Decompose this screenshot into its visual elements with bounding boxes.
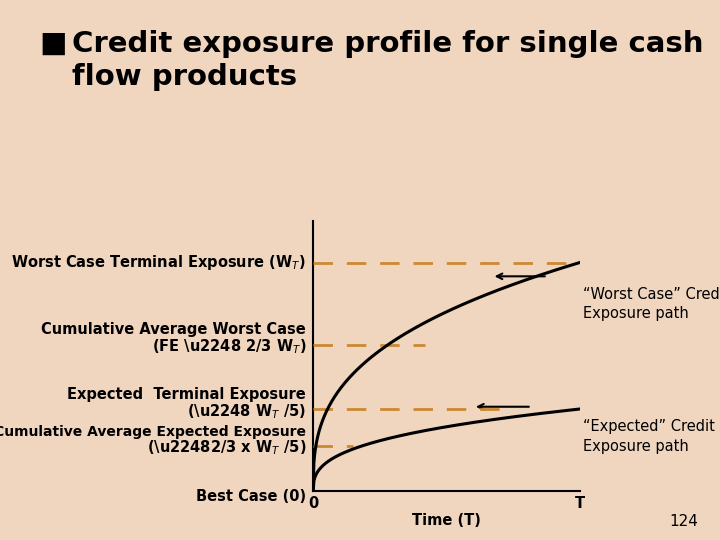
Text: “Worst Case” Credit
Exposure path: “Worst Case” Credit Exposure path: [583, 287, 720, 321]
Text: Expected  Terminal Exposure: Expected Terminal Exposure: [67, 388, 306, 402]
Text: Credit exposure profile for single cash
flow products: Credit exposure profile for single cash …: [72, 30, 703, 91]
Text: (\u2248 W$_T$ /5): (\u2248 W$_T$ /5): [186, 402, 306, 421]
Text: (FE \u2248 2/3 W$_T$): (FE \u2248 2/3 W$_T$): [151, 338, 306, 356]
Text: 124: 124: [670, 514, 698, 529]
Text: “Expected” Credit
Exposure path: “Expected” Credit Exposure path: [583, 420, 715, 454]
Text: Worst Case Terminal Exposure (W$_T$): Worst Case Terminal Exposure (W$_T$): [12, 253, 306, 272]
Text: ■: ■: [40, 30, 67, 58]
Text: Best Case (0): Best Case (0): [196, 489, 306, 504]
Text: Cumulative Average Expected Exposure: Cumulative Average Expected Exposure: [0, 424, 306, 438]
Text: Time (T): Time (T): [412, 513, 481, 528]
Text: Cumulative Average Worst Case: Cumulative Average Worst Case: [41, 322, 306, 338]
Text: (\u22482/3 x W$_T$ /5): (\u22482/3 x W$_T$ /5): [147, 438, 306, 457]
